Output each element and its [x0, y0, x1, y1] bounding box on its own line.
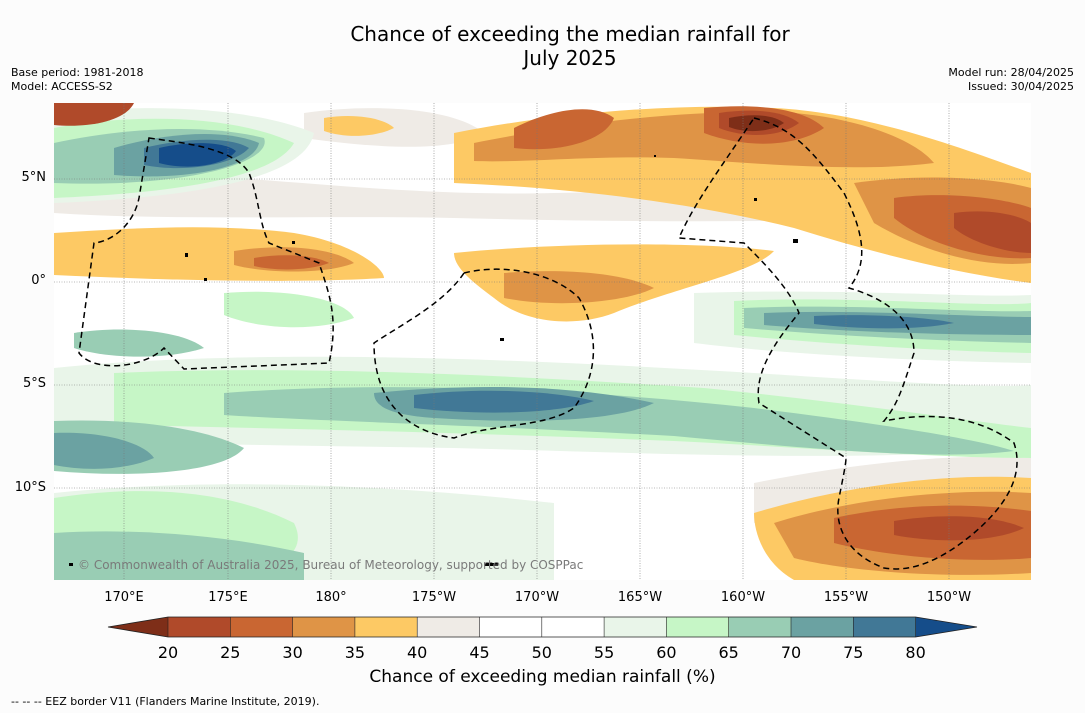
rainfall-map — [54, 103, 1031, 580]
model-run: Model run: 28/04/2025 — [948, 66, 1074, 79]
colorbar-bin-20-25 — [168, 617, 231, 637]
probability-zones — [54, 103, 1031, 580]
lon-label-170e: 170°E — [104, 590, 144, 605]
issued-date: Issued: 30/04/2025 — [967, 80, 1074, 93]
zone-rust-nw — [54, 103, 134, 126]
graticule — [54, 103, 1031, 580]
eez-border-line-islands — [677, 117, 1018, 570]
colorbar-bin-30-35 — [292, 617, 355, 637]
zone-seagreen-west — [74, 329, 204, 357]
colorbar-tick-80: 80 — [905, 643, 926, 662]
colorbar-tick-60: 60 — [656, 643, 677, 662]
colorbar-tick-30: 30 — [282, 643, 303, 662]
colorbar-bin-60-65 — [666, 617, 729, 637]
colorbar-tick-20: 20 — [157, 643, 179, 662]
zone-seagreen-sw2 — [54, 531, 304, 580]
colorbar-bin-25-30 — [230, 617, 293, 637]
lat-label-5s: 5°S — [22, 376, 46, 391]
lon-label-180: 180° — [315, 590, 347, 605]
zone-yellow-top — [324, 116, 394, 136]
lon-label-175e: 175°E — [208, 590, 248, 605]
colorbar-low-arrow — [108, 617, 168, 637]
lat-label-10s: 10°S — [14, 480, 46, 495]
lon-label-150w: 150°W — [926, 590, 972, 605]
colorbar-bin-35-40 — [354, 617, 418, 637]
lat-label-0: 0° — [31, 273, 46, 288]
island — [292, 241, 295, 244]
colorbar-tick-70: 70 — [780, 643, 802, 662]
meta-right: Model run: 28/04/2025 Issued: 30/04/2025 — [948, 66, 1074, 94]
island — [204, 278, 207, 281]
colorbar-bin-65-70 — [728, 617, 791, 637]
lon-label-175w: 175°W — [411, 590, 457, 605]
lon-label-170w: 170°W — [514, 590, 560, 605]
island — [69, 563, 73, 566]
colorbar-separators — [167, 617, 916, 637]
zone-green-mid — [224, 291, 354, 328]
meta-left: Base period: 1981-2018 Model: ACCESS-S2 — [11, 66, 143, 94]
title-line-1: Chance of exceeding the median rainfall … — [350, 22, 790, 46]
colorbar — [107, 616, 978, 638]
island — [754, 198, 757, 201]
base-period: Base period: 1981-2018 — [11, 66, 144, 79]
zone-orange-mid — [504, 271, 654, 304]
colorbar-tick-55: 55 — [593, 643, 615, 662]
colorbar-bin-40-45 — [417, 617, 480, 637]
colorbar-tick-25: 25 — [220, 643, 241, 662]
colorbar-tick-45: 45 — [469, 643, 490, 662]
colorbar-tick-40: 40 — [407, 643, 428, 662]
island — [185, 253, 188, 257]
eez-border-phoenix — [373, 268, 595, 439]
colorbar-bin-50-55 — [541, 617, 605, 637]
copyright-notice: © Commonwealth of Australia 2025, Bureau… — [78, 558, 584, 572]
island — [500, 338, 504, 341]
colorbar-bin-70-75 — [791, 617, 854, 637]
lat-label-5n: 5°N — [21, 170, 47, 185]
zone-rust-se — [894, 516, 1024, 541]
colorbar-label: Chance of exceeding median rainfall (%) — [369, 667, 716, 687]
zone-rust-east — [954, 211, 1031, 253]
colorbar-tick-35: 35 — [344, 643, 366, 662]
colorbar-bin-75-80 — [853, 617, 916, 637]
eez-border-kiribati-gilbert — [78, 137, 334, 370]
colorbar-bin-55-60 — [604, 617, 667, 637]
zone-deepblue-north — [159, 143, 236, 167]
eez-legend-note: -- -- -- EEZ border V11 (Flanders Marine… — [11, 695, 320, 708]
colorbar-tick-75: 75 — [843, 643, 864, 662]
colorbar-tick-50: 50 — [531, 643, 552, 662]
zone-steel-east — [814, 315, 954, 329]
island — [654, 155, 656, 157]
title-line-2: July 2025 — [523, 46, 617, 70]
island — [484, 563, 498, 566]
zone-burnt-north — [514, 109, 614, 150]
map-title: Chance of exceeding the median rainfall … — [0, 22, 1085, 70]
eez-border — [78, 117, 1018, 570]
colorbar-high-arrow — [915, 617, 977, 637]
lon-label-165w: 165°W — [617, 590, 663, 605]
zone-teal-sw — [54, 432, 154, 469]
zone-brown-ne — [729, 115, 784, 132]
island-coastline — [69, 155, 798, 566]
lon-label-155w: 155°W — [823, 590, 869, 605]
model-name: Model: ACCESS-S2 — [11, 80, 113, 93]
rainfall-map-svg — [54, 103, 1031, 580]
lon-label-160w: 160°W — [720, 590, 766, 605]
colorbar-tick-65: 65 — [718, 643, 739, 662]
zone-steel-south — [414, 390, 594, 413]
colorbar-bin-45-50 — [479, 617, 542, 637]
island — [793, 239, 798, 243]
